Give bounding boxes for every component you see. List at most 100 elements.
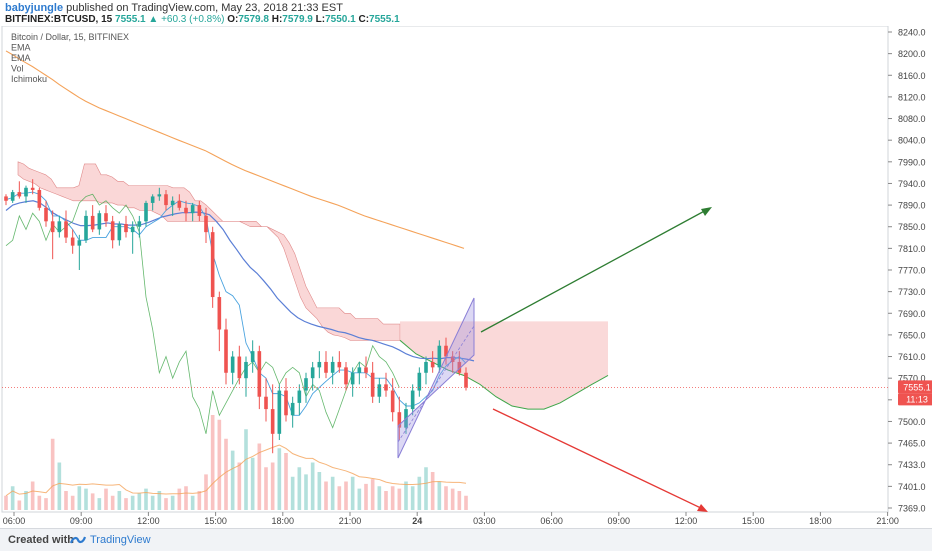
volume-bar	[444, 486, 448, 510]
candle-body	[424, 361, 428, 373]
candle-body	[377, 384, 382, 397]
ohlc-line: BITFINEX:BTCUSD, 15 7555.1 ▲ +60.3 (+0.8…	[5, 14, 400, 25]
tradingview-logo-icon	[70, 536, 86, 544]
last-price-tag-label: 7555.1	[903, 382, 931, 392]
volume-bar	[17, 500, 22, 510]
y-tick-label: 7433.0	[898, 460, 926, 470]
y-tick-label: 7610.0	[898, 352, 926, 362]
x-tick-label: 15:00	[742, 516, 765, 526]
candle-body	[230, 356, 235, 373]
candle-body	[224, 329, 228, 373]
candle-body	[430, 361, 435, 368]
candle-body	[237, 356, 242, 379]
candle-body	[30, 187, 35, 190]
legend-entry: Vol	[11, 64, 24, 74]
candle-body	[17, 192, 22, 197]
candle-body	[350, 372, 355, 385]
low-label: L:	[315, 14, 326, 25]
volume-bar	[117, 491, 122, 510]
volume-bar	[210, 415, 215, 510]
volume-bar	[384, 491, 388, 510]
candle-body	[64, 221, 68, 238]
candle-body	[217, 297, 222, 330]
volume-bar	[4, 495, 8, 510]
ascending-channel	[397, 297, 475, 459]
candle-body	[170, 200, 175, 206]
candle-body	[450, 356, 455, 362]
x-tick-label: 09:00	[70, 516, 93, 526]
author-link[interactable]: babyjungle	[5, 2, 64, 14]
volume-bar	[30, 481, 35, 510]
candle-body	[104, 213, 108, 222]
tradingview-brand[interactable]: TradingView	[90, 534, 151, 546]
publish-info: published on TradingView.com, May 23, 20…	[66, 2, 343, 14]
volume-bar	[97, 498, 102, 510]
indicator-lines	[5, 50, 475, 434]
close-value: 7555.1	[369, 14, 400, 25]
candle-body	[324, 361, 328, 373]
volume-bar	[57, 462, 62, 510]
legend-entry: Ichimoku	[11, 74, 47, 84]
bullish-arrow-line	[480, 207, 711, 333]
candle-body	[57, 221, 62, 233]
candle-body	[417, 372, 422, 391]
y-tick-label: 7990.0	[898, 157, 926, 167]
candlesticks	[4, 179, 468, 454]
volume-bar	[417, 476, 422, 510]
plot-border	[1, 26, 889, 513]
candle-body	[117, 224, 122, 241]
bullish-arrowhead-icon	[701, 207, 712, 216]
volume-bar	[177, 488, 182, 510]
price-chart[interactable]: 8240.0 8200.0 8160.0 8120.0 8080.0 8040.0 7990…	[0, 26, 932, 528]
candle-body	[344, 367, 348, 385]
x-tick-label: 03:00	[473, 516, 496, 526]
x-tick-label: 21:00	[339, 516, 362, 526]
chart-header: babyjungle published on TradingView.com,…	[0, 0, 932, 26]
volume-bars	[4, 415, 468, 510]
candle-body	[130, 226, 135, 233]
x-tick-label: 24	[412, 516, 422, 526]
footer-bar: Created with TradingView	[0, 528, 932, 551]
candle-body	[150, 196, 155, 203]
candle-body	[110, 221, 115, 241]
candle-body	[364, 367, 368, 373]
volume-bar	[270, 462, 275, 510]
volume-bar	[144, 488, 148, 510]
volume-bar	[44, 498, 48, 510]
high-value: 7579.9	[282, 14, 313, 25]
volume-bar	[137, 493, 142, 510]
candle-body	[137, 221, 142, 227]
candle-body	[24, 187, 28, 197]
candle-body	[257, 351, 262, 397]
volume-bar	[244, 429, 248, 510]
last-price-tag	[898, 380, 932, 394]
candle-body	[144, 202, 148, 222]
candle-body	[397, 412, 402, 428]
candle-body	[84, 215, 88, 241]
candle-body	[197, 205, 202, 216]
y-tick-label: 7570.0	[898, 374, 926, 384]
volume-bar	[337, 486, 342, 510]
candle-body	[4, 196, 8, 201]
cloud-future-span-b	[399, 339, 609, 410]
x-tick-label: 18:00	[809, 516, 832, 526]
y-tick-label: 7890.0	[898, 201, 926, 211]
volume-bar	[90, 493, 95, 510]
y-tick-label: 8160.0	[898, 71, 926, 81]
volume-bar	[430, 472, 435, 510]
volume-bar	[104, 488, 108, 510]
y-tick-label: 8120.0	[898, 92, 926, 102]
volume-bar	[450, 488, 455, 510]
volume-bar	[204, 474, 208, 510]
volume-bar	[357, 488, 362, 510]
ema-slow-line	[5, 50, 465, 249]
y-tick-label: 8200.0	[898, 49, 926, 59]
bearish-arrow-line	[492, 408, 706, 511]
candle-body	[164, 194, 168, 206]
x-tick-label: 09:00	[608, 516, 631, 526]
candle-body	[90, 215, 95, 230]
volume-bar	[84, 488, 88, 510]
candle-body	[190, 205, 195, 214]
candle-body	[50, 221, 55, 233]
y-tick-label: 7770.0	[898, 266, 926, 276]
